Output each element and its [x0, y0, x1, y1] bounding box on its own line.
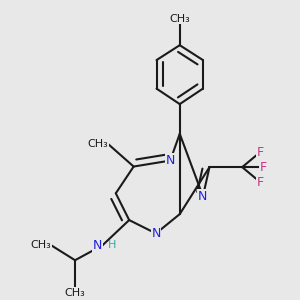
Text: CH₃: CH₃ — [169, 14, 190, 24]
Text: F: F — [260, 160, 267, 174]
Text: N: N — [93, 239, 102, 252]
Text: N: N — [198, 190, 208, 203]
Text: CH₃: CH₃ — [31, 240, 51, 250]
Text: N: N — [166, 154, 175, 167]
Text: F: F — [256, 176, 264, 188]
Text: N: N — [151, 227, 160, 240]
Text: F: F — [256, 146, 264, 159]
Text: H: H — [108, 240, 116, 250]
Text: CH₃: CH₃ — [88, 139, 108, 149]
Text: CH₃: CH₃ — [65, 288, 85, 298]
